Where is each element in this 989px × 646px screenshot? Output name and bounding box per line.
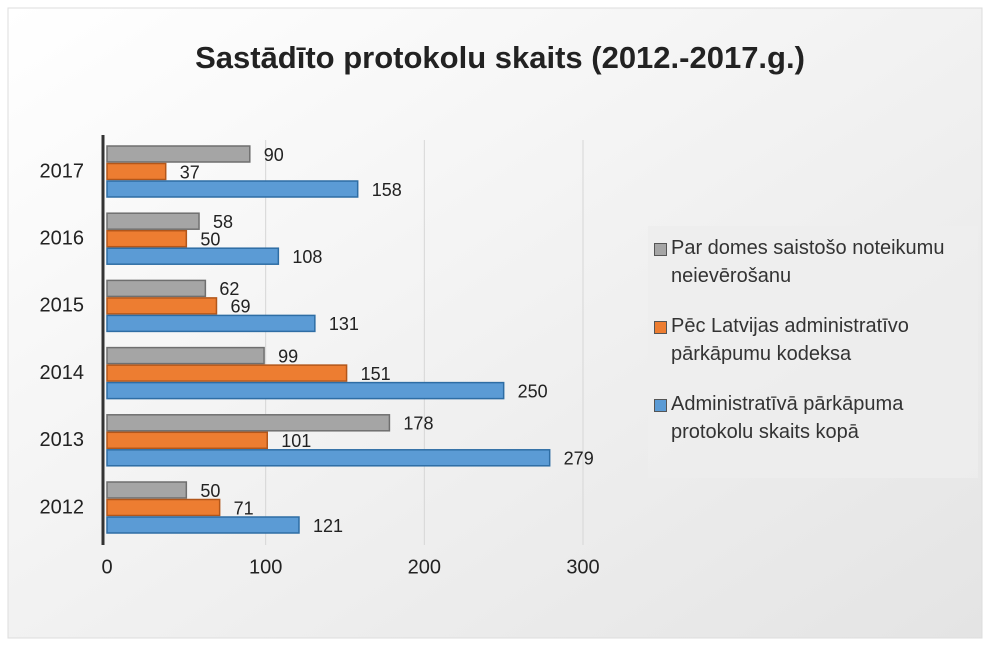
bar <box>106 431 269 450</box>
legend-swatch <box>654 321 667 334</box>
data-label: 58 <box>213 212 233 232</box>
data-label: 90 <box>264 145 284 165</box>
legend: Par domes saistošo noteikumu neievērošan… <box>648 226 978 478</box>
legend-entry: Administratīvā pārkāpuma protokolu skait… <box>654 390 972 446</box>
legend-swatch <box>654 243 667 256</box>
y-tick-label: 2013 <box>40 429 85 451</box>
bar <box>106 314 316 333</box>
legend-label: Administratīvā pārkāpuma protokolu skait… <box>671 393 904 443</box>
data-label: 62 <box>219 279 239 299</box>
x-tick-label: 200 <box>408 556 441 578</box>
data-label: 101 <box>281 431 311 451</box>
data-label: 250 <box>518 381 548 401</box>
data-label: 50 <box>200 481 220 501</box>
y-tick-label: 2017 <box>40 160 85 182</box>
data-label: 151 <box>361 364 391 384</box>
data-label: 121 <box>313 516 343 536</box>
data-label: 37 <box>180 162 200 182</box>
bar <box>106 247 280 265</box>
data-label: 99 <box>278 346 298 366</box>
y-tick-label: 2012 <box>40 496 85 518</box>
data-label: 71 <box>234 498 254 518</box>
data-label: 279 <box>564 449 594 469</box>
data-label: 69 <box>230 297 250 317</box>
bar <box>106 346 265 365</box>
data-label: 178 <box>403 414 433 434</box>
legend-entry: Par domes saistošo noteikumu neievērošan… <box>654 234 972 290</box>
data-label: 108 <box>292 247 322 267</box>
bar <box>106 162 167 181</box>
bar <box>106 212 200 230</box>
x-tick-label: 300 <box>566 556 599 578</box>
bar <box>106 381 505 400</box>
bar <box>106 414 391 432</box>
y-tick-label: 2015 <box>40 295 85 317</box>
bar <box>106 279 207 298</box>
chart-title: Sastādīto protokolu skaits (2012.-2017.g… <box>195 40 805 75</box>
data-label: 50 <box>200 229 220 249</box>
y-tick-label: 2016 <box>40 227 85 249</box>
legend-label: Par domes saistošo noteikumu neievērošan… <box>671 237 945 287</box>
data-label: 158 <box>372 180 402 200</box>
bar <box>106 449 551 467</box>
bar <box>106 180 359 198</box>
legend-entry: Pēc Latvijas administratīvo pārkāpumu ko… <box>654 312 972 368</box>
bar <box>106 229 188 248</box>
bar <box>106 498 221 517</box>
legend-label: Pēc Latvijas administratīvo pārkāpumu ko… <box>671 315 909 365</box>
data-label: 131 <box>329 314 359 334</box>
y-tick-label: 2014 <box>40 362 85 384</box>
bar <box>106 145 251 163</box>
x-tick-label: 0 <box>101 556 112 578</box>
bar <box>106 297 218 315</box>
x-tick-label: 100 <box>249 556 282 578</box>
bar <box>106 481 188 499</box>
bar <box>106 364 348 382</box>
legend-swatch <box>654 399 667 412</box>
bar <box>106 516 300 534</box>
